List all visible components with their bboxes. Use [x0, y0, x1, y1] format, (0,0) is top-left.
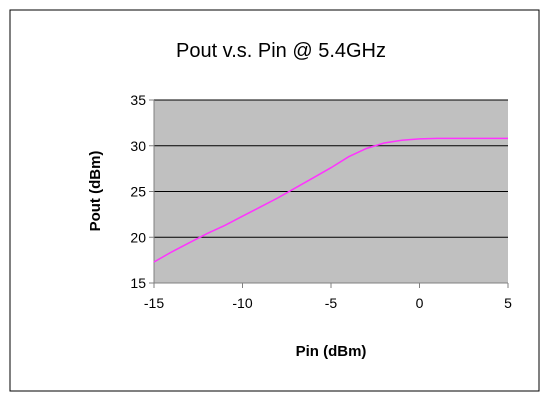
x-tick-label: -15 — [144, 295, 164, 311]
y-axis-title: Pout (dBm) — [87, 151, 104, 232]
x-axis-title: Pin (dBm) — [296, 343, 367, 360]
y-tick-label: 35 — [130, 92, 146, 108]
y-tick-label: 30 — [130, 138, 146, 154]
y-tick-label: 15 — [130, 275, 146, 291]
x-tick-label: -10 — [232, 295, 252, 311]
y-tick-label: 20 — [130, 229, 146, 245]
x-tick-label: 0 — [416, 295, 424, 311]
gridlines — [154, 99, 508, 238]
x-tick-label: 5 — [504, 295, 512, 311]
y-ticks: 15 20 25 30 35 — [130, 92, 154, 291]
series-line — [153, 137, 508, 263]
y-tick-label: 25 — [130, 184, 146, 200]
chart-title: Pout v.s. Pin @ 5.4GHz — [176, 40, 386, 62]
x-tick-label: -5 — [325, 295, 338, 311]
x-ticks: -15 -10 -5 0 5 — [144, 283, 512, 311]
